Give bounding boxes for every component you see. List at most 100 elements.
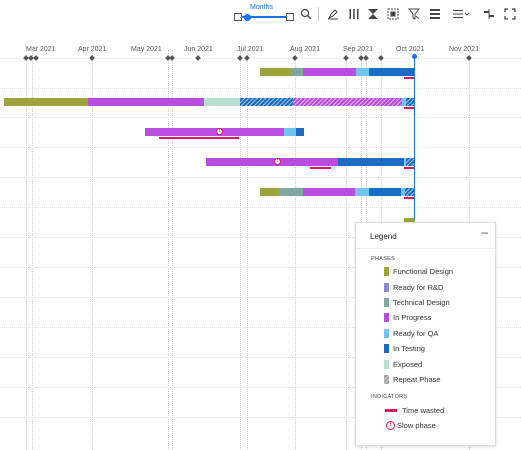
phase-bar-in-testing[interactable] <box>369 188 401 196</box>
phase-bar-in-testing-repeat[interactable] <box>406 98 415 106</box>
milestone-marker[interactable] <box>237 55 243 61</box>
phase-bar-in-testing[interactable] <box>338 158 404 166</box>
functional-design-swatch <box>384 267 389 276</box>
phase-bar-functional-design[interactable] <box>4 98 88 106</box>
phase-bar-functional-design[interactable] <box>260 188 279 196</box>
indicators-header: INDICATORS <box>371 394 408 400</box>
row-separator <box>0 147 521 148</box>
phase-bar-in-progress[interactable] <box>303 188 355 196</box>
fit-icon[interactable] <box>386 6 400 22</box>
phase-bar-in-progress[interactable] <box>303 68 356 76</box>
row-separator <box>0 237 521 238</box>
fullscreen-icon[interactable] <box>503 6 517 22</box>
phases-header: PHASES <box>371 256 396 262</box>
zoom-handle[interactable] <box>244 14 251 21</box>
minimize-icon[interactable]: – <box>481 225 488 239</box>
phase-bar-in-progress[interactable] <box>145 128 284 136</box>
grid-line <box>92 50 93 450</box>
month-label: Mar 2021 <box>26 46 56 53</box>
search-icon[interactable] <box>299 6 313 22</box>
phase-bar-in-testing-repeat[interactable] <box>240 98 293 106</box>
row-separator <box>0 357 521 358</box>
legend-item-label: In Progress <box>393 313 432 322</box>
highlight-icon[interactable] <box>326 6 340 22</box>
milestone-marker[interactable] <box>292 55 298 61</box>
phase-bar-in-testing-repeat[interactable] <box>405 188 415 196</box>
grid-line <box>172 50 173 450</box>
legend-item-label: Technical Design <box>393 298 450 307</box>
zoom-slider[interactable]: Months <box>234 4 294 26</box>
zoom-level-label: Months <box>250 4 273 11</box>
legend-item-label: Slow phase <box>397 421 436 430</box>
grid-line <box>32 50 33 450</box>
time-wasted-indicator <box>404 197 414 199</box>
time-wasted-indicator <box>404 77 414 79</box>
time-wasted-indicator <box>159 137 239 139</box>
grid-line <box>295 50 296 450</box>
phase-bar-in-progress[interactable] <box>88 98 204 106</box>
phase-bar-technical-design[interactable] <box>291 68 303 76</box>
repeat-phase-swatch <box>384 375 389 384</box>
month-label: Jul 2021 <box>237 46 264 53</box>
milestone-marker[interactable] <box>33 55 39 61</box>
legend-item-label: Ready for R&D <box>393 283 444 292</box>
milestone-marker[interactable] <box>363 55 369 61</box>
in-progress-swatch <box>384 313 389 322</box>
slow-phase-icon: ! <box>386 421 395 430</box>
legend-divider <box>356 248 495 249</box>
group-menu-icon[interactable] <box>452 6 472 22</box>
phase-bar-exposed[interactable] <box>204 98 240 106</box>
settings-icon[interactable] <box>482 6 496 22</box>
phase-bar-ready-for-qa[interactable] <box>356 68 369 76</box>
phase-bar-in-testing-repeat[interactable] <box>406 158 415 166</box>
milestone-marker[interactable] <box>378 55 384 61</box>
columns-icon[interactable] <box>347 6 361 22</box>
phase-bar-functional-design[interactable] <box>260 68 291 76</box>
grid-line <box>168 50 169 450</box>
row-separator <box>0 327 521 328</box>
month-label: Aug 2021 <box>290 46 320 53</box>
phase-bar-in-testing[interactable] <box>296 128 304 136</box>
phase-bar-ready-for-qa[interactable] <box>402 98 406 106</box>
sort-icon[interactable] <box>366 6 380 22</box>
list-icon[interactable] <box>428 6 442 22</box>
legend-item-label: Functional Design <box>393 267 454 276</box>
row-separator <box>0 387 521 388</box>
row-separator <box>0 207 521 208</box>
phase-bar-ready-for-qa[interactable] <box>404 158 406 166</box>
legend-title: Legend <box>370 232 397 241</box>
phase-bar-ready-for-qa[interactable] <box>401 188 405 196</box>
grid-line <box>247 50 248 450</box>
legend-item-label: Exposed <box>393 360 423 369</box>
milestone-marker[interactable] <box>89 55 95 61</box>
zoom-fill <box>242 16 286 18</box>
milestone-marker[interactable] <box>169 55 175 61</box>
milestone-marker[interactable] <box>466 55 472 61</box>
time-wasted-swatch <box>385 409 397 412</box>
legend-panel: Legend – PHASES Functional Design Ready … <box>355 222 496 446</box>
grid-line <box>346 50 347 450</box>
row-separator <box>0 58 521 59</box>
gantt-toolbar: Months <box>0 0 521 30</box>
zoom-in-icon[interactable] <box>286 13 294 21</box>
milestone-marker[interactable] <box>195 55 201 61</box>
phase-bar-in-progress[interactable] <box>206 158 338 166</box>
legend-item-label: Ready for QA <box>393 329 439 338</box>
grid-line <box>26 50 27 450</box>
legend-item-label: Repeat Phase <box>393 375 441 384</box>
filter-icon[interactable] <box>407 6 421 22</box>
legend-item-label: In Testing <box>393 344 425 353</box>
phase-bar-in-testing[interactable] <box>369 68 415 76</box>
milestone-marker[interactable] <box>343 55 349 61</box>
phase-bar-in-progress-repeat[interactable] <box>293 98 402 106</box>
month-label: Sep 2021 <box>343 46 373 53</box>
row-separator <box>0 117 521 118</box>
today-marker-line <box>414 58 415 220</box>
phase-bar-ready-for-qa[interactable] <box>284 128 296 136</box>
grid-line <box>240 50 241 450</box>
milestone-marker[interactable] <box>244 55 250 61</box>
phase-bar-technical-design[interactable] <box>279 188 303 196</box>
row-separator <box>0 88 521 89</box>
ready-for-qa-swatch <box>384 329 389 338</box>
phase-bar-ready-for-qa[interactable] <box>355 188 369 196</box>
